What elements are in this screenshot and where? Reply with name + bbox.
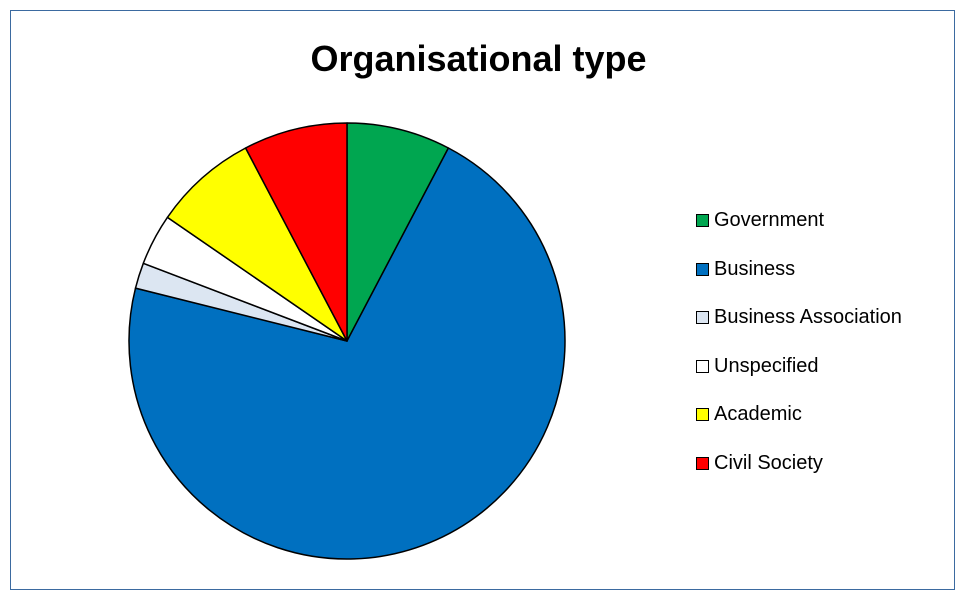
legend-swatch-business-association xyxy=(696,311,709,324)
legend-item-business-association: Business Association xyxy=(696,303,951,332)
legend-item-business: Business xyxy=(696,255,951,284)
legend-item-civil-society: Civil Society xyxy=(696,449,951,478)
legend-label-unspecified: Unspecified xyxy=(714,354,819,377)
legend-item-academic: Academic xyxy=(696,400,951,429)
chart-title: Organisational type xyxy=(310,38,647,79)
legend-item-unspecified: Unspecified xyxy=(696,352,951,381)
legend-swatch-business xyxy=(696,262,709,276)
pie-slice-government xyxy=(346,122,450,342)
legend-label-civil-society: Civil Society xyxy=(714,451,823,474)
legend-swatch-unspecified xyxy=(696,359,709,373)
pie-slice-civil-society xyxy=(244,122,348,342)
legend-swatch-government xyxy=(696,214,709,227)
legend-swatch-civil-society xyxy=(696,456,709,470)
legend-label-business: Business xyxy=(714,257,796,280)
legend-item-government: Government xyxy=(696,206,951,235)
pie-slice-academic xyxy=(166,147,348,342)
legend-label-business-association: Business Association xyxy=(714,306,902,328)
legend: Government Business Business Association Un… xyxy=(696,206,951,497)
pie-slice-business xyxy=(128,147,566,560)
legend-swatch-academic xyxy=(696,408,709,421)
legend-label-academic: Academic xyxy=(714,403,802,425)
legend-label-government: Government xyxy=(714,209,825,231)
